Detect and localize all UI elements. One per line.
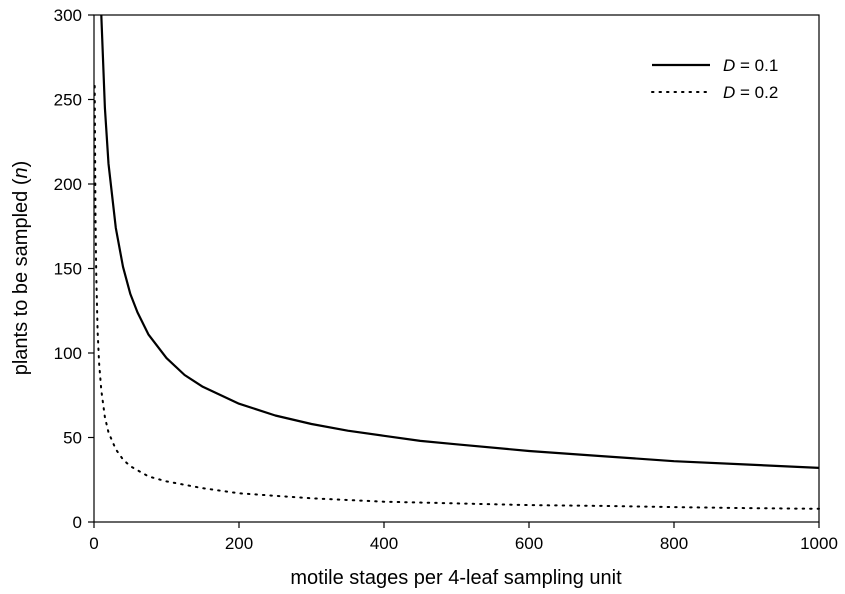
- y-tick-label: 100: [54, 344, 82, 363]
- y-axis-title-var: n: [10, 167, 32, 178]
- x-axis-title: motile stages per 4-leaf sampling unit: [290, 567, 622, 589]
- x-tick-label: 800: [660, 534, 688, 553]
- x-tick-label: 600: [515, 534, 543, 553]
- y-tick-label: 50: [63, 429, 82, 448]
- legend-label-d02: D = 0.2: [723, 83, 778, 102]
- x-tick-label: 200: [225, 534, 253, 553]
- x-axis: 0 200 400 600 800 1000: [89, 522, 838, 553]
- y-axis-title-prefix: plants to be sampled (: [10, 178, 32, 375]
- legend-label-d01: D = 0.1: [723, 56, 778, 75]
- y-tick-label: 0: [73, 513, 82, 532]
- y-tick-label: 300: [54, 6, 82, 25]
- y-axis-title-suffix: ): [10, 161, 32, 168]
- x-tick-label: 1000: [800, 534, 838, 553]
- y-tick-label: 150: [54, 260, 82, 279]
- legend: D = 0.1 D = 0.2: [651, 56, 778, 102]
- y-axis: 0 50 100 150 200 250 300: [54, 6, 94, 532]
- plot-frame: [93, 14, 820, 523]
- y-tick-label: 200: [54, 175, 82, 194]
- x-tick-label: 400: [370, 534, 398, 553]
- y-tick-label: 250: [54, 91, 82, 110]
- x-tick-label: 0: [89, 534, 98, 553]
- series-layer: [93, 14, 820, 510]
- series-line-d01: [100, 14, 820, 469]
- plot-area: [93, 14, 820, 523]
- y-axis-title: plants to be sampled (n): [10, 161, 32, 376]
